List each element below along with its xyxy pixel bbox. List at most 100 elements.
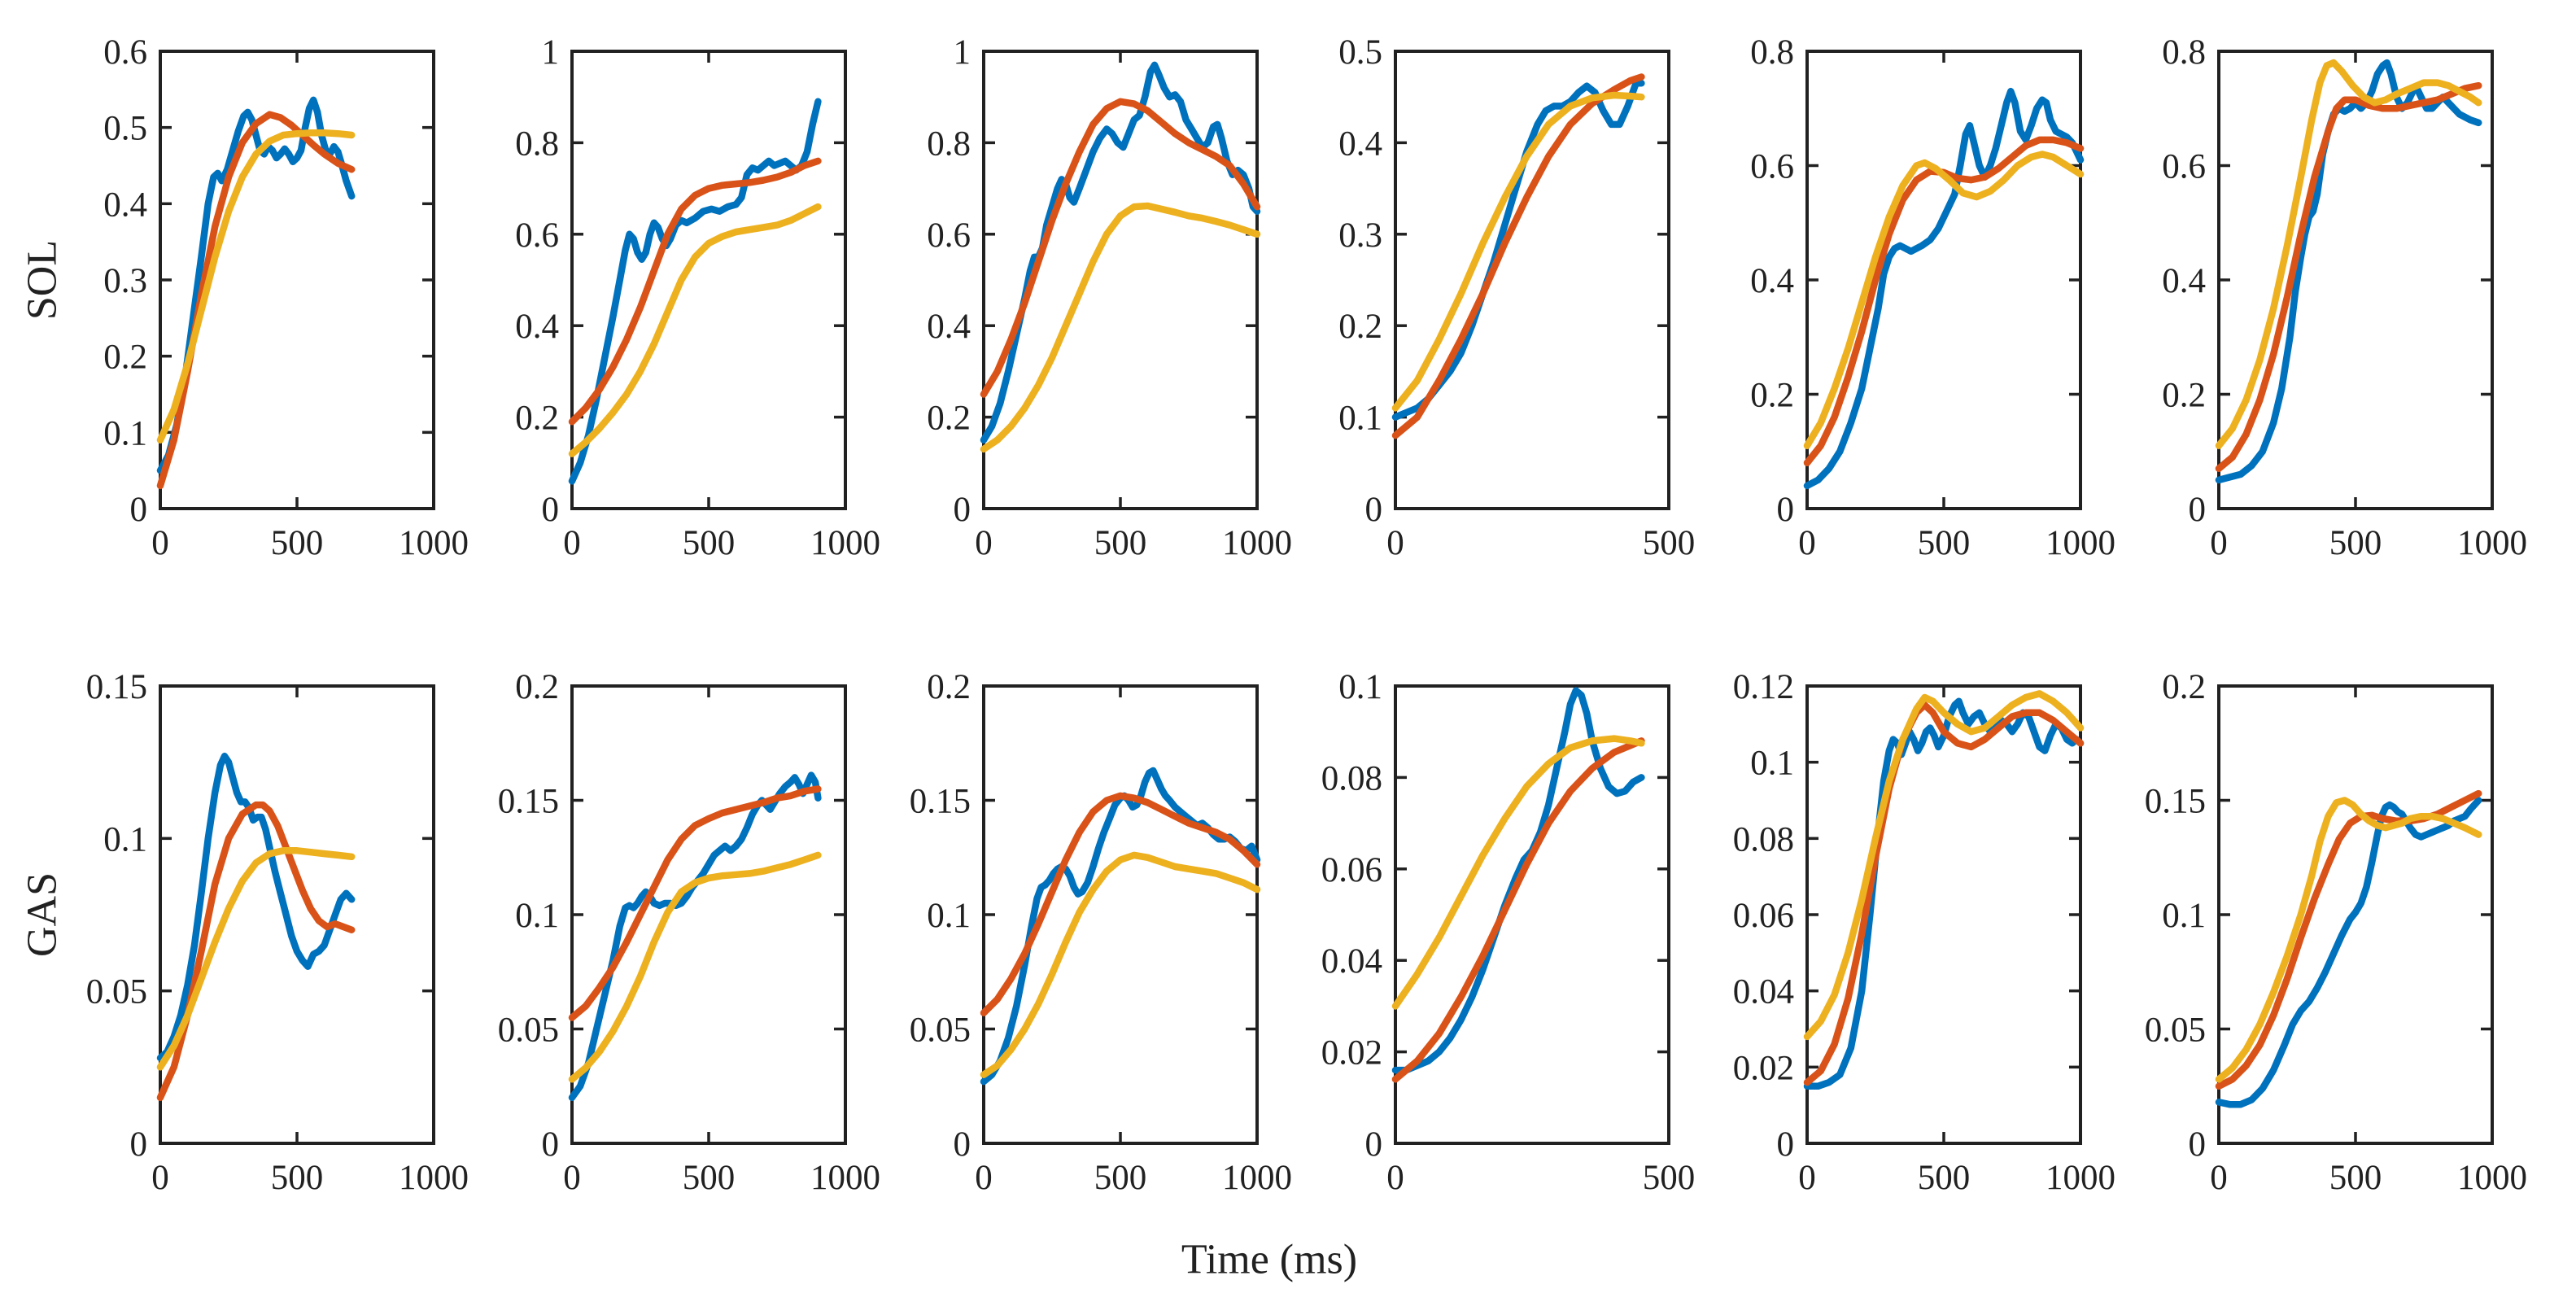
series-blue [1803,697,2085,1090]
y-tick-label: 0 [1365,1125,1383,1164]
y-tick-label: 0.02 [1321,1034,1382,1073]
y-tick-label: 0 [1365,491,1383,529]
series-yellow [980,202,1261,453]
y-tick-label: 0.06 [1321,851,1382,889]
y-tick-label: 0.8 [927,125,971,163]
x-axis-label: Time (ms) [1181,1236,1358,1283]
y-tick-label: 0.1 [2162,897,2206,935]
series-red [156,111,356,490]
y-tick-label: 0.4 [1338,125,1382,163]
subplot-sol-5: 0 500 1000 0 0.2 0.4 0.6 0.8 [1750,33,2115,562]
x-tick-label: 1000 [2046,1159,2115,1197]
axes-box [570,684,847,1145]
y-tick-label: 0.05 [498,1011,559,1050]
series-blue [156,96,356,474]
y-tick-label: 0.06 [1733,897,1794,935]
x-tick-label: 0 [975,1159,993,1197]
y-tick-label: 0.2 [927,400,971,438]
x-tick-label: 500 [271,1159,324,1197]
y-tick-label: 0.3 [1338,216,1382,255]
series-yellow [156,847,356,1071]
x-tick-label: 500 [1094,1159,1147,1197]
axes-box [570,50,847,510]
x-tick-label: 500 [1094,524,1147,562]
series-red [2215,81,2482,473]
y-tick-label: 0.1 [103,414,147,452]
series-yellow [980,851,1261,1078]
subplot-sol-1: 0 500 1000 0 0.1 0.2 0.3 0.4 0.5 0.6 [103,33,469,562]
x-tick-label: 0 [1386,524,1404,562]
y-tick-label: 0.8 [1750,33,1794,72]
y-tick-label: 0.6 [927,216,971,255]
y-tick-label: 0 [954,1125,971,1164]
y-tick-label: 0.15 [86,668,147,706]
x-tick-label: 500 [683,1159,736,1197]
series-yellow [1391,735,1645,1010]
series-yellow [2215,59,2482,449]
y-tick-label: 0.8 [2162,33,2206,72]
y-tick-label: 1 [542,33,560,72]
y-tick-label: 0.5 [1338,33,1382,72]
x-tick-label: 1000 [399,1159,469,1197]
y-tick-label: 0.4 [1750,262,1794,300]
y-tick-label: 0.8 [515,125,559,163]
x-tick-label: 0 [1798,1159,1816,1197]
subplot-sol-4: 0 500 0 0.1 0.2 0.3 0.4 0.5 [1338,33,1695,562]
subplot-gas-2: 0 500 1000 0 0.05 0.1 0.15 0.2 [498,668,880,1197]
y-tick-label: 0.1 [1338,668,1382,706]
series-red [568,157,822,426]
axes-box [2217,50,2494,510]
subplot-gas-3: 0 500 1000 0 0.05 0.1 0.15 0.2 [910,668,1292,1197]
subplot-gas-1: 0 500 1000 0 0.05 0.1 0.15 [86,668,469,1197]
y-tick-label: 0.15 [910,783,971,821]
y-tick-label: 0.04 [1321,942,1382,981]
axes-box [982,684,1259,1145]
x-tick-label: 1000 [1222,524,1292,562]
y-tick-label: 0 [1777,491,1795,529]
y-tick-label: 0.2 [2162,668,2206,706]
series-red [980,98,1261,398]
y-tick-label: 0.2 [2162,377,2206,415]
subplot-gas-6: 0 500 1000 0 0.05 0.1 0.15 0.2 [2145,668,2527,1197]
series-yellow [1803,690,2085,1041]
y-tick-label: 0.15 [2145,783,2206,821]
x-tick-label: 500 [1918,1159,1971,1197]
y-tick-label: 0.04 [1733,973,1794,1011]
y-tick-label: 0 [2189,491,2207,529]
series-red [1803,701,2085,1086]
y-tick-label: 0.15 [498,783,559,821]
y-tick-label: 0.4 [927,308,971,346]
y-tick-label: 0.4 [515,308,559,346]
x-tick-label: 1000 [810,524,880,562]
series-red [980,792,1261,1017]
x-tick-label: 0 [563,524,581,562]
x-tick-label: 0 [2210,524,2228,562]
series-blue [1803,87,2085,490]
series-yellow [2215,797,2482,1083]
axes-box [1394,50,1670,510]
y-tick-label: 0.6 [103,33,147,72]
y-tick-label: 0.4 [2162,262,2206,300]
x-tick-label: 1000 [399,524,469,562]
series-blue [568,771,822,1102]
y-tick-label: 1 [954,33,971,72]
y-tick-label: 0.08 [1321,759,1382,797]
subplot-sol-3: 0 500 1000 0 0.2 0.4 0.6 0.8 1 [927,33,1292,562]
x-tick-label: 500 [2329,1159,2382,1197]
y-tick-label: 0.08 [1733,820,1794,859]
x-tick-label: 0 [1798,524,1816,562]
subplot-gas-5: 0 500 1000 0 0.02 0.04 0.06 0.08 0.1 0.12 [1733,668,2115,1197]
y-tick-label: 0 [130,491,148,529]
x-tick-label: 500 [1643,1159,1696,1197]
x-tick-label: 1000 [2457,1159,2527,1197]
series-yellow [1803,151,2085,449]
series-blue [2215,797,2482,1108]
series-blue [156,752,356,1062]
y-tick-label: 0.1 [1750,745,1794,783]
series-red [1803,136,2085,467]
series-blue [568,98,822,485]
x-tick-label: 500 [2329,524,2382,562]
y-tick-label: 0.05 [910,1011,971,1050]
y-tick-label: 0 [542,1125,560,1164]
